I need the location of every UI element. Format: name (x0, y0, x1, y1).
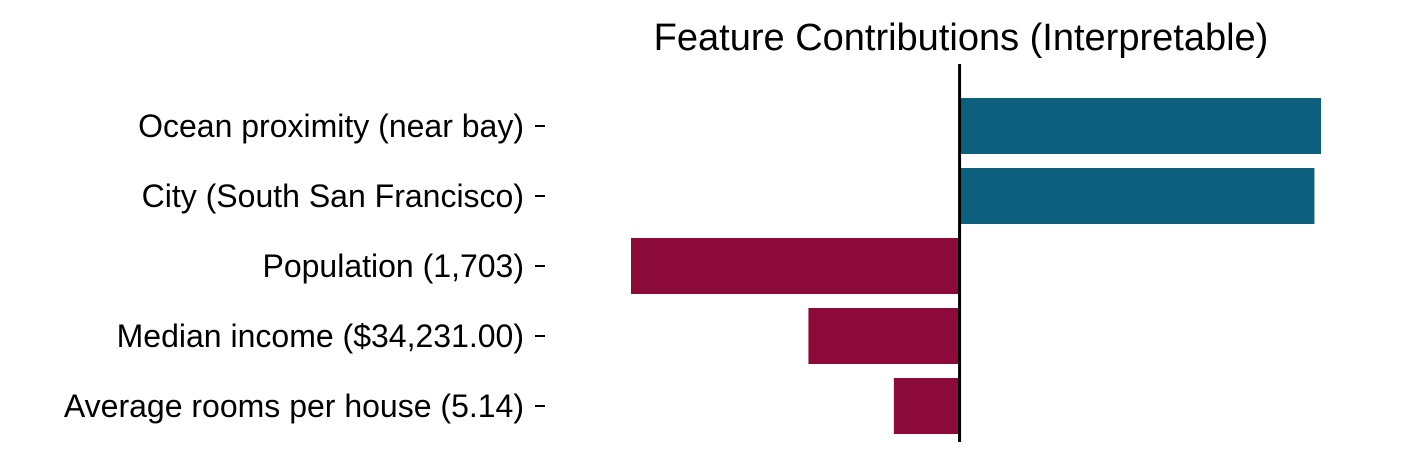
bar (893, 378, 960, 434)
y-tick-label: Ocean proximity (near bay) (138, 108, 524, 144)
bar (959, 98, 1321, 154)
bar (808, 308, 960, 364)
y-tick-label: Average rooms per house (5.14) (64, 388, 524, 424)
chart-title: Feature Contributions (Interpretable) (654, 17, 1269, 59)
y-axis-ticks (535, 125, 545, 407)
y-tick-label: Population (1,703) (262, 248, 524, 284)
bar (631, 238, 960, 294)
y-axis-labels: Ocean proximity (near bay) City (South Sa… (64, 108, 524, 424)
bar (959, 168, 1315, 224)
bars-group (631, 98, 1321, 434)
y-tick-label: City (South San Francisco) (142, 178, 524, 214)
y-tick-label: Median income ($34,231.00) (117, 318, 524, 354)
